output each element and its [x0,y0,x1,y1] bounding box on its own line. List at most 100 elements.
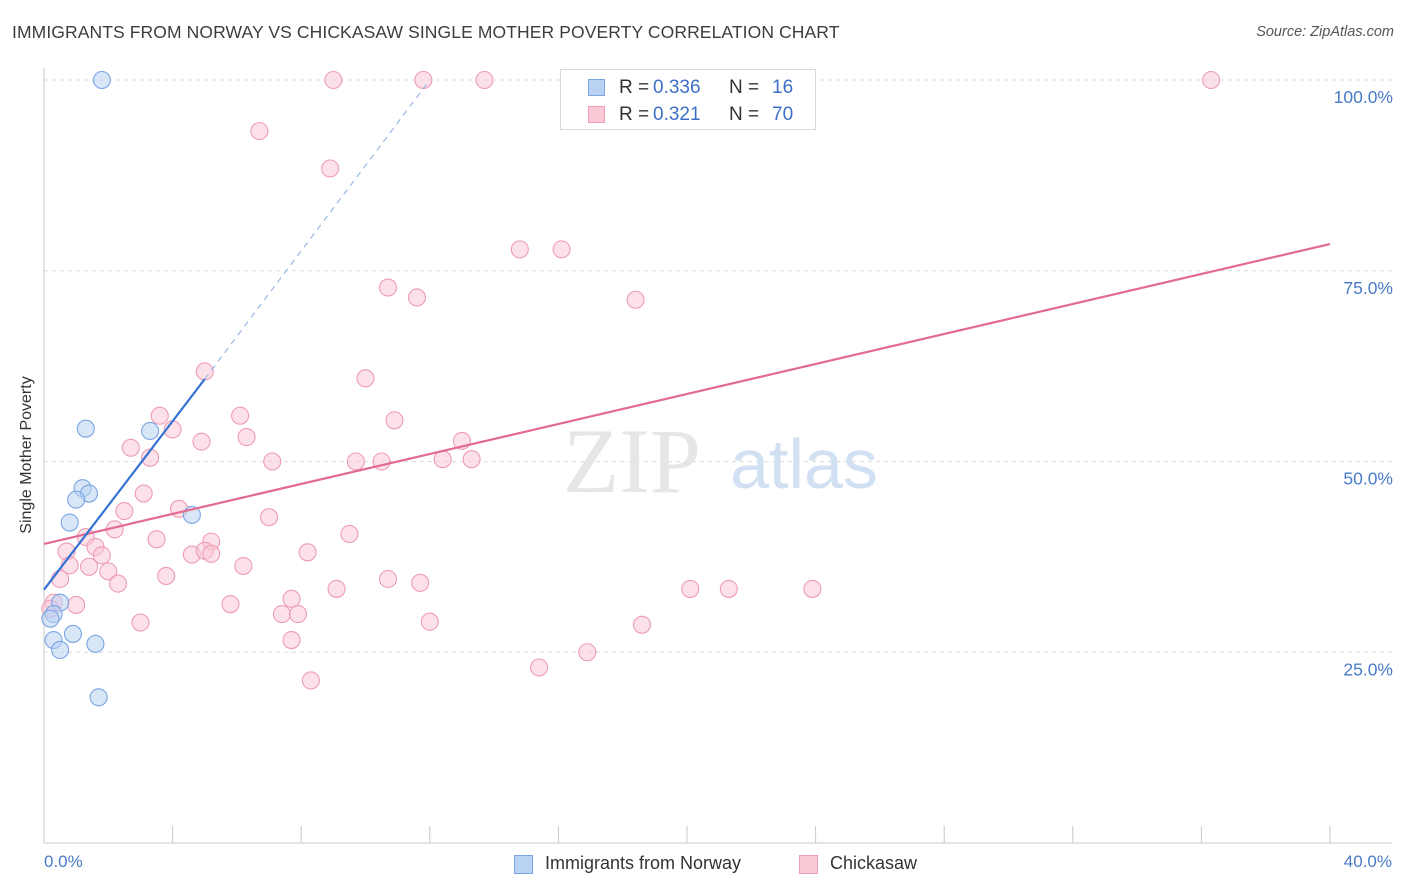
r-value: 0.336 [653,77,701,98]
chickasaw-trend-line [43,242,1331,545]
norway-swatch [514,855,533,874]
norway-point [89,688,108,707]
chickasaw-point [272,605,291,624]
series-legend: Immigrants from Norway Chickasaw [0,852,1406,878]
chickasaw-point [79,557,99,576]
chickasaw-point [530,658,549,677]
chickasaw-point [321,159,340,178]
norway-points [41,70,201,707]
chickasaw-point [578,643,597,662]
chickasaw-point [1201,70,1221,90]
y-tick-label: 50.0% [1343,469,1393,489]
chickasaw-point [282,630,301,650]
chickasaw-point [340,524,359,544]
chickasaw-swatch [588,106,605,123]
chickasaw-point [250,122,269,141]
chickasaw-point [237,428,256,447]
chickasaw-point [157,566,176,586]
chickasaw-point [632,615,652,634]
chickasaw-point [298,543,317,562]
watermark-zip: ZIP [563,410,701,512]
chickasaw-point [462,450,481,469]
norway-point [63,624,82,643]
chickasaw-point [420,612,439,631]
watermark-atlas: atlas [730,425,878,503]
norway-point [67,490,86,509]
y-axis-label: Single Mother Poverty [18,376,35,534]
chickasaw-point [356,369,375,388]
legend-label: Chickasaw [830,853,918,873]
chickasaw-point [288,605,308,624]
chickasaw-point [51,569,70,589]
norway-point [141,421,160,441]
chickasaw-point [131,613,150,632]
chickasaw-point [552,240,571,259]
chickasaw-point [282,589,301,608]
chickasaw-point [378,569,398,589]
chickasaw-point [327,579,346,598]
chickasaw-point [195,362,214,381]
chickasaw-point [263,452,282,471]
norway-point [41,609,60,628]
norway-point [51,640,70,660]
chickasaw-point [378,278,398,297]
chickasaw-swatch [799,855,818,874]
chickasaw-point [192,432,211,451]
y-tick-labels: 25.0% 50.0% 75.0% 100.0% [1334,87,1393,679]
source-note: Source: ZipAtlas.com [1256,24,1394,40]
chickasaw-point [134,484,153,503]
r-value: 0.321 [653,104,701,125]
chickasaw-point [202,544,221,563]
legend-label: Immigrants from Norway [545,853,742,873]
chickasaw-point [92,546,111,565]
chickasaw-point [221,595,240,614]
chickasaw-point [108,574,127,593]
norway-swatch [588,79,605,96]
n-label: N = [729,77,760,98]
chickasaw-point [231,406,250,425]
legend-row-chickasaw: R = 0.321 N = 70 [561,101,817,128]
y-tick-label: 25.0% [1343,659,1393,679]
chickasaw-point [150,406,169,425]
y-tick-label: 100.0% [1334,87,1393,107]
r-label: R = [619,104,650,125]
norway-trend-extension [204,79,431,380]
trend-lines [43,79,1331,591]
legend-row-norway: R = 0.336 N = 16 [561,74,817,101]
n-value: 70 [772,104,794,125]
norway-point [76,419,95,438]
chickasaw-point [324,70,343,90]
n-value: 16 [772,77,794,98]
chickasaw-point [99,562,118,581]
x-tick-label-min: 0.0% [44,852,83,871]
chickasaw-point [346,452,365,471]
chickasaw-point [407,288,426,307]
norway-point [92,70,111,90]
chickasaw-point [301,671,320,690]
norway-point [86,634,105,653]
chickasaw-point [67,595,86,614]
x-tick-label-max: 40.0% [1343,852,1392,871]
chickasaw-point [475,70,494,90]
chickasaw-point [681,579,700,598]
y-tick-label: 75.0% [1343,278,1393,298]
chickasaw-point [115,502,134,521]
watermark: ZIP atlas [563,410,878,512]
axes [43,68,1392,844]
chickasaw-point [803,579,822,598]
chickasaw-point [121,438,140,457]
r-label: R = [619,77,650,98]
chickasaw-point [719,579,738,598]
norway-trend-line [43,378,206,591]
chickasaw-points [41,70,1221,690]
chickasaw-point [385,411,404,430]
chickasaw-point [234,556,253,576]
chickasaw-point [411,573,430,592]
norway-point [60,513,79,532]
chickasaw-point [259,508,279,527]
n-label: N = [729,104,760,125]
chickasaw-point [510,240,529,259]
chickasaw-point [626,290,645,309]
correlation-legend: R = 0.336 N = 16 R = 0.321 N = 70 [560,69,816,130]
